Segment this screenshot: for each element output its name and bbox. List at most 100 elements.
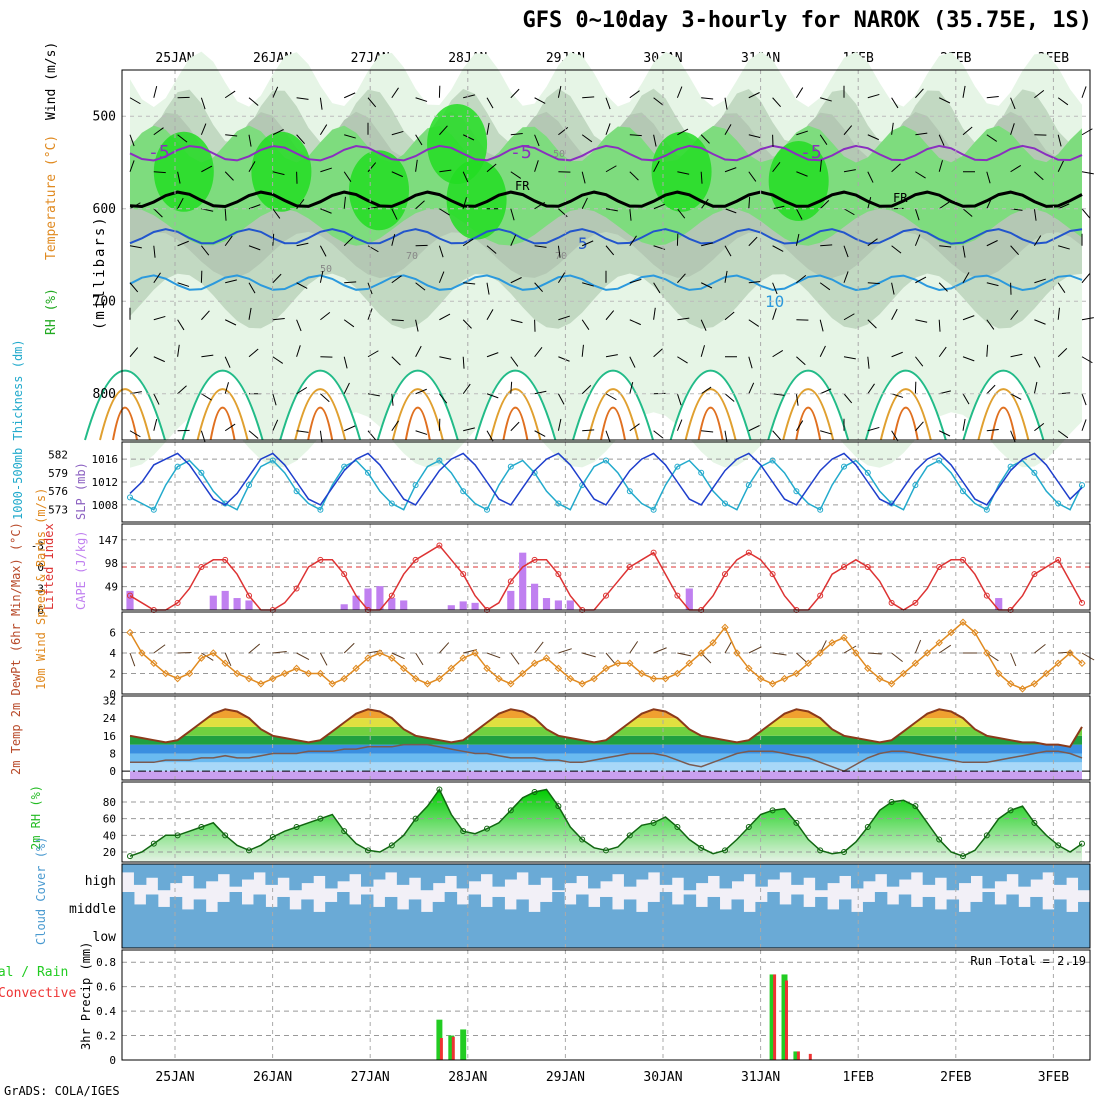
wind-barb xyxy=(581,344,584,357)
y-axis-label: SLP (mb) xyxy=(74,462,88,520)
rh-point xyxy=(531,789,538,795)
wind-speed-point xyxy=(554,664,563,673)
wind-barb xyxy=(653,97,664,106)
wind-barb xyxy=(748,425,760,432)
cloud-low xyxy=(755,920,768,948)
wind-barb xyxy=(224,171,234,181)
thickness-panel-frame xyxy=(121,441,1091,523)
lifted-index-point xyxy=(412,556,419,563)
rh-point xyxy=(960,853,966,860)
cloud-mid xyxy=(647,901,661,920)
wind-barb xyxy=(605,354,618,358)
cloud-high xyxy=(420,864,434,891)
wind-barb xyxy=(843,271,849,283)
cloud-mid xyxy=(337,892,350,920)
wind-barb xyxy=(582,282,594,287)
y-axis-label: 2m RH (%) xyxy=(29,785,43,850)
cloud-low xyxy=(576,920,589,948)
cloud-low xyxy=(922,920,936,948)
wind-barb xyxy=(867,238,878,247)
cloud-mid xyxy=(970,901,983,920)
cloud-low xyxy=(468,920,482,948)
wind-barb xyxy=(319,245,327,257)
wind-barb xyxy=(724,167,737,173)
wind-speed-point xyxy=(840,633,848,642)
isotherm-warmer xyxy=(892,406,919,441)
y-tick-label: 1016 xyxy=(92,453,119,466)
cloud-mid xyxy=(611,909,625,920)
wind-barb xyxy=(629,235,637,247)
wind-barb xyxy=(1081,393,1087,406)
cloud-low xyxy=(898,920,912,948)
wind-speed-point xyxy=(185,669,194,678)
wind-speed-point xyxy=(138,649,146,657)
cloud-high xyxy=(1006,864,1019,875)
wind-barb xyxy=(1057,160,1064,172)
thickness-point xyxy=(174,463,181,470)
date-label-bottom: 1FEB xyxy=(843,1070,874,1085)
wind-barb xyxy=(915,171,926,179)
wind-barb xyxy=(1010,245,1020,256)
contour-label: -5 xyxy=(510,142,532,163)
cloud-mid xyxy=(683,894,697,920)
precip-conv-bar xyxy=(808,1053,812,1060)
wind-barb xyxy=(177,134,188,143)
isotherm-warm xyxy=(684,388,737,441)
cape-bar xyxy=(400,600,408,610)
cloud-mid xyxy=(767,892,780,920)
wind-barb xyxy=(915,421,924,432)
cape-bar xyxy=(519,552,527,610)
cloud-mid xyxy=(743,911,756,920)
cloud-low xyxy=(361,920,374,948)
wind-barb xyxy=(629,319,641,326)
date-label-bottom: 2FEB xyxy=(940,1070,971,1085)
wind-barb xyxy=(296,430,309,433)
cloud-mid xyxy=(540,901,553,920)
lifted-index-point xyxy=(436,542,443,549)
wind-barb xyxy=(439,313,451,321)
isotherm-warm xyxy=(99,388,151,441)
y-tick-label: 3 xyxy=(37,583,44,596)
wind-barb xyxy=(534,245,547,248)
cloud-low xyxy=(623,920,637,948)
cloud-mid xyxy=(492,896,505,920)
wind-barb xyxy=(629,208,632,221)
wind-barb xyxy=(272,86,279,98)
lifted-index-point xyxy=(1079,599,1085,606)
wind-barb xyxy=(653,430,664,439)
cloud-mid xyxy=(1018,906,1031,920)
wind-speed-point xyxy=(626,659,634,667)
rh-point xyxy=(579,836,586,843)
cloud-high xyxy=(827,864,840,884)
thickness-point xyxy=(674,463,681,470)
cloud-high xyxy=(815,864,828,891)
cloud-low xyxy=(1042,920,1055,948)
wind-barb-10m xyxy=(629,641,639,654)
rh-point xyxy=(769,807,776,814)
thickness-point xyxy=(864,469,871,476)
rh-point xyxy=(698,844,705,851)
cloud-low xyxy=(683,920,697,948)
wind-barb xyxy=(581,385,592,395)
cloud-low xyxy=(647,920,661,948)
cloud-high xyxy=(337,864,350,882)
cape-bar xyxy=(209,595,217,610)
contour-label: 50 xyxy=(553,149,565,160)
rh-point xyxy=(507,807,514,814)
wind-speed-point xyxy=(780,674,789,683)
precip-conv-bar xyxy=(451,1036,455,1060)
wind-barb xyxy=(1010,164,1022,173)
wind-barb xyxy=(557,245,561,258)
wind-barb xyxy=(462,319,472,329)
cloud-high xyxy=(456,864,470,889)
cloud-mid xyxy=(862,901,876,920)
cloud-high xyxy=(791,864,804,885)
wind-barb xyxy=(296,242,309,247)
wind-barb xyxy=(177,171,181,184)
isotherm-warm xyxy=(782,388,835,441)
wind-barb xyxy=(462,356,465,369)
contour-label: 10 xyxy=(765,292,784,311)
wind-barb xyxy=(534,134,540,147)
cloud-mid xyxy=(623,899,637,920)
